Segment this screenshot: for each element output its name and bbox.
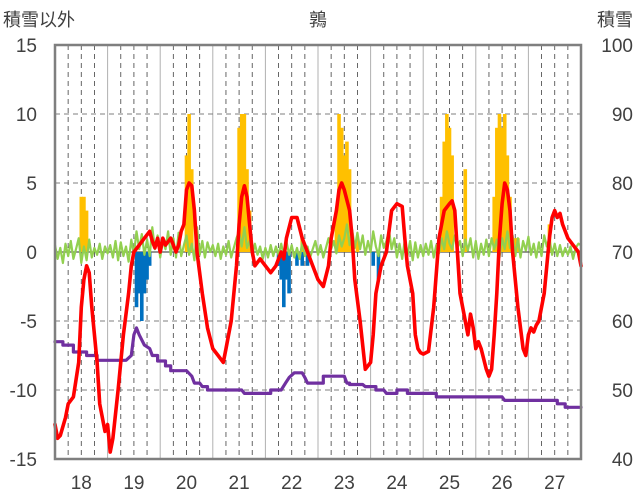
precipitation-bar <box>492 196 497 252</box>
right-tick-label: 70 <box>612 243 633 264</box>
precipitation-bar <box>342 155 347 252</box>
bar-series <box>79 114 552 321</box>
sunshine-bar <box>145 252 149 280</box>
sunshine-bar <box>279 252 283 280</box>
precipitation-bar <box>447 127 452 252</box>
axes: -15 -10 -5 0 5 10 15 40 50 60 70 80 90 100 18 19 20 21 22 2… <box>10 36 633 494</box>
precipitation-bar <box>337 114 341 252</box>
left-tick-label: 5 <box>26 174 37 195</box>
sunshine-bar <box>282 252 286 308</box>
right-tick-label: 60 <box>612 312 633 333</box>
x-tick-label: 21 <box>229 473 250 494</box>
line-series <box>53 181 583 454</box>
sunshine-bar <box>287 252 291 294</box>
snow-depth-line <box>53 326 583 409</box>
precipitation-bar <box>497 114 502 252</box>
precipitation-bar <box>445 114 449 252</box>
precipitation-bar <box>334 210 339 252</box>
sunshine-bar <box>137 252 141 294</box>
x-tick-label: 20 <box>176 473 197 494</box>
left-tick-label: -10 <box>10 381 37 402</box>
sunshine-bar <box>139 252 144 321</box>
sunshine-bar <box>295 252 299 266</box>
x-tick-label: 26 <box>492 473 513 494</box>
sunshine-bar <box>300 252 305 266</box>
left-tick-label: 10 <box>16 105 37 126</box>
sunshine-bar <box>142 252 147 294</box>
temperature-line <box>53 181 583 454</box>
left-tick-label: -15 <box>10 450 37 471</box>
precipitation-bar <box>239 114 244 252</box>
right-tick-label: 100 <box>601 36 633 57</box>
precipitation-bar <box>355 238 360 252</box>
x-tick-label: 18 <box>71 473 92 494</box>
right-tick-label: 50 <box>612 381 633 402</box>
sunshine-bar <box>376 252 381 280</box>
left-tick-label: 0 <box>26 243 37 264</box>
sunshine-bar <box>147 252 152 266</box>
precipitation-bar <box>242 114 247 252</box>
precipitation-bar <box>339 127 344 252</box>
precipitation-bar <box>189 169 194 252</box>
right-tick-label: 80 <box>612 174 633 195</box>
sunshine-bar <box>284 252 289 280</box>
sunshine-bar <box>305 252 310 266</box>
right-tick-label: 90 <box>612 105 633 126</box>
precipitation-bar <box>513 238 518 252</box>
sunshine-bar <box>371 252 376 266</box>
precipitation-bar <box>463 169 468 252</box>
left-tick-label: 15 <box>16 36 37 57</box>
right-tick-label: 40 <box>612 450 633 471</box>
x-tick-label: 25 <box>439 473 460 494</box>
precipitation-bar <box>82 196 86 252</box>
left-tick-label: -5 <box>20 312 37 333</box>
left-axis-title: 積雪以外 <box>3 10 75 30</box>
chart-title: 鶉 <box>309 10 327 30</box>
precipitation-bar <box>237 127 241 252</box>
precipitation-bar <box>79 196 84 252</box>
sunshine-bar <box>134 252 139 308</box>
right-axis-title: 積雪 <box>597 10 633 30</box>
precipitation-bar <box>442 141 447 252</box>
precipitation-bar <box>84 210 89 252</box>
x-tick-label: 23 <box>334 473 355 494</box>
x-tick-label: 22 <box>281 473 302 494</box>
x-tick-label: 27 <box>544 473 565 494</box>
x-tick-label: 19 <box>123 473 144 494</box>
x-tick-label: 24 <box>386 473 408 494</box>
plot-frame <box>53 43 583 461</box>
precipitation-bar <box>495 127 499 252</box>
